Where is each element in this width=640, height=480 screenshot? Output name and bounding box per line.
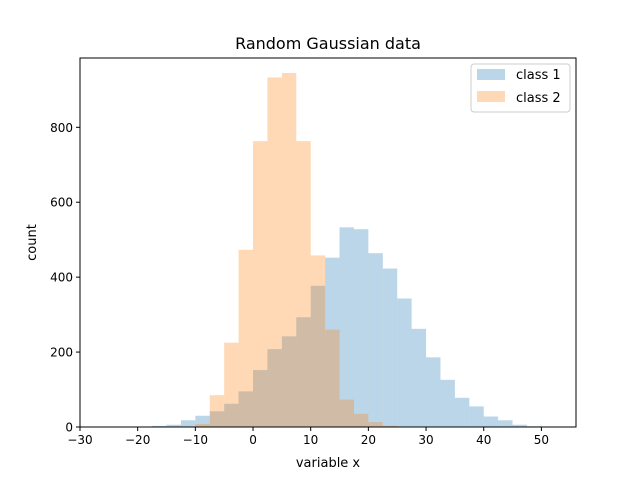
y-tick-label: 800	[50, 121, 73, 135]
histogram-bar-series-1	[454, 397, 470, 427]
histogram-bar-series-1	[440, 379, 455, 427]
chart-title: Random Gaussian data	[235, 34, 421, 53]
y-tick-label: 200	[50, 346, 73, 360]
histogram-bar-series-2	[339, 399, 354, 427]
histogram-bar-series-2	[368, 422, 383, 427]
y-axis-label: count	[25, 224, 40, 261]
histogram-bar-series-2	[310, 255, 326, 427]
histogram-bar-series-1	[512, 424, 527, 427]
histogram-bar-series-1	[397, 298, 412, 427]
x-axis: −30 −20 −10 0 10 20 30 40 50	[67, 427, 549, 447]
x-axis-label: variable x	[296, 456, 361, 471]
bars-layer	[137, 72, 556, 428]
histogram-bar-series-2	[325, 329, 340, 427]
histogram-bar-series-1	[267, 349, 282, 427]
y-axis: 0 200 400 600 800	[50, 121, 80, 435]
y-tick-label: 400	[50, 271, 73, 285]
histogram-bar-series-2	[281, 72, 297, 427]
histogram-bar-series-1	[483, 416, 499, 427]
y-tick-label: 0	[65, 421, 73, 435]
x-tick-label: 40	[476, 433, 491, 447]
histogram-bar-series-1	[353, 229, 369, 427]
x-tick-label: −10	[183, 433, 208, 447]
legend-label-class-1: class 1	[516, 68, 561, 83]
histogram-bar-series-1	[339, 227, 354, 427]
histogram-bar-series-1	[498, 420, 513, 427]
histogram-bar-series-1	[166, 424, 181, 427]
x-tick-label: −20	[125, 433, 150, 447]
legend-label-class-2: class 2	[516, 91, 561, 106]
histogram-bar-series-1	[195, 415, 210, 427]
histogram-bar-series-1	[238, 391, 254, 427]
histogram-bar-series-2	[353, 413, 369, 427]
histogram-bar-series-1	[382, 268, 398, 427]
histogram-bar-series-2	[296, 141, 311, 428]
histogram-bar-series-1	[325, 257, 340, 427]
histogram-bar-series-1	[281, 336, 297, 427]
histogram-bar-series-1	[411, 328, 427, 427]
legend-swatch-class-2	[477, 91, 505, 102]
histogram-bar-series-1	[426, 357, 441, 427]
histogram-bar-series-1	[180, 420, 196, 427]
histogram-bar-series-1	[310, 285, 326, 427]
plot-frame	[79, 57, 577, 428]
x-tick-label: 30	[418, 433, 433, 447]
x-tick-label: 0	[249, 433, 257, 447]
legend-swatch-class-1	[477, 69, 505, 80]
histogram-bar-series-1	[469, 406, 484, 427]
histogram-bar-series-2	[209, 395, 225, 427]
histogram-bar-series-1	[368, 253, 383, 427]
x-tick-label: 20	[361, 433, 376, 447]
histogram-bar-series-1	[209, 411, 225, 427]
histogram-bar-series-1	[152, 425, 167, 427]
y-tick-label: 600	[50, 196, 73, 210]
histogram-bar-series-2	[224, 342, 239, 427]
histogram-bar-series-1	[253, 370, 268, 427]
x-tick-label: 10	[303, 433, 318, 447]
histogram-bar-series-2	[195, 424, 210, 427]
x-tick-label: 50	[534, 433, 549, 447]
histogram-bar-series-1	[224, 403, 239, 427]
histogram-bar-series-1	[296, 317, 311, 427]
x-tick-label: −30	[67, 433, 92, 447]
histogram-bar-series-2	[267, 77, 282, 427]
histogram-bar-series-2	[238, 249, 254, 427]
histogram-bar-series-2	[382, 425, 398, 427]
histogram-bar-series-2	[253, 141, 268, 428]
legend: class 1 class 2	[470, 63, 571, 113]
legend-box	[470, 63, 571, 113]
